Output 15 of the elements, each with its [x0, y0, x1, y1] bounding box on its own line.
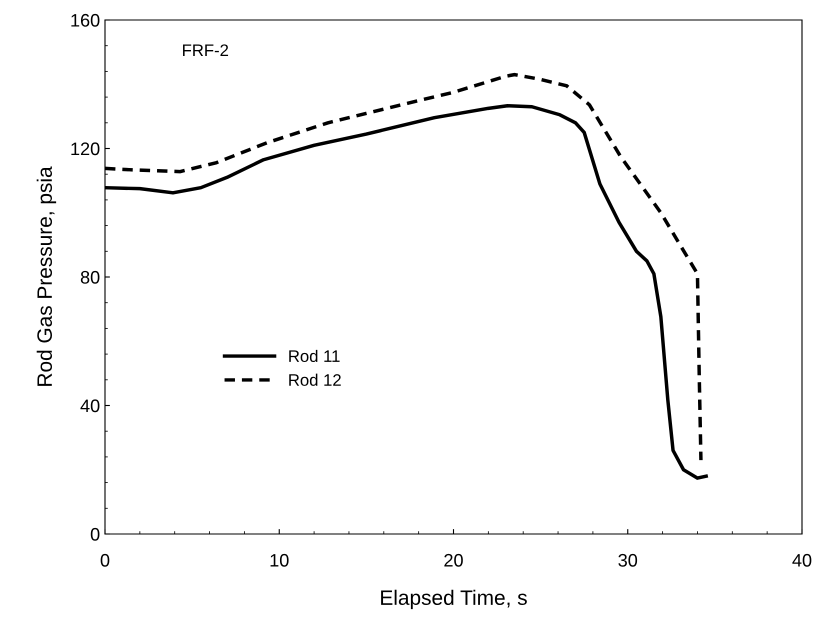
x-tick-label: 0: [100, 554, 110, 567]
annotation: FRF-2: [183, 44, 228, 56]
legend-label: Rod 12: [289, 374, 341, 386]
x-tick-label: 10: [270, 554, 289, 567]
y-tick-label: 40: [80, 399, 100, 412]
y-tick-label: 0: [90, 528, 100, 541]
x-tick-label: 40: [792, 554, 812, 567]
y-axis-title: Rod Gas Pressure, psia: [36, 166, 56, 386]
x-tick-label: 20: [444, 554, 463, 567]
x-axis-title: Elapsed Time, s: [381, 590, 527, 610]
x-tick-label: 30: [618, 554, 638, 567]
y-tick-label: 120: [71, 142, 100, 156]
y-tick-label: 160: [71, 14, 100, 27]
y-tick-label: 80: [80, 270, 100, 284]
legend-label: Rod 11: [289, 350, 340, 362]
